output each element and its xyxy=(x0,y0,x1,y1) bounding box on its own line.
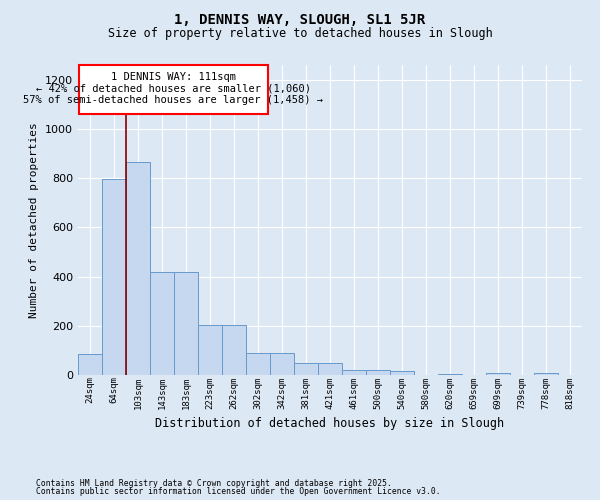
Bar xyxy=(78,354,102,375)
Text: 57% of semi-detached houses are larger (1,458) →: 57% of semi-detached houses are larger (… xyxy=(23,94,323,104)
Bar xyxy=(102,180,126,375)
Text: Contains public sector information licensed under the Open Government Licence v3: Contains public sector information licen… xyxy=(36,487,440,496)
Text: Contains HM Land Registry data © Crown copyright and database right 2025.: Contains HM Land Registry data © Crown c… xyxy=(36,478,392,488)
Text: Size of property relative to detached houses in Slough: Size of property relative to detached ho… xyxy=(107,28,493,40)
Bar xyxy=(342,370,366,375)
Text: ← 42% of detached houses are smaller (1,060): ← 42% of detached houses are smaller (1,… xyxy=(36,84,311,94)
FancyBboxPatch shape xyxy=(79,65,268,114)
Bar xyxy=(174,272,198,375)
Bar xyxy=(270,353,294,375)
Text: 1 DENNIS WAY: 111sqm: 1 DENNIS WAY: 111sqm xyxy=(111,72,236,83)
Bar xyxy=(150,272,174,375)
Bar xyxy=(438,374,462,375)
Text: 1, DENNIS WAY, SLOUGH, SL1 5JR: 1, DENNIS WAY, SLOUGH, SL1 5JR xyxy=(175,12,425,26)
Bar xyxy=(390,372,414,375)
Bar xyxy=(198,324,222,375)
Bar xyxy=(126,162,150,375)
X-axis label: Distribution of detached houses by size in Slough: Distribution of detached houses by size … xyxy=(155,417,505,430)
Bar xyxy=(294,362,318,375)
Bar xyxy=(366,370,390,375)
Bar xyxy=(246,353,270,375)
Bar xyxy=(534,372,558,375)
Bar xyxy=(318,362,342,375)
Y-axis label: Number of detached properties: Number of detached properties xyxy=(29,122,40,318)
Bar xyxy=(486,372,510,375)
Bar xyxy=(222,324,246,375)
